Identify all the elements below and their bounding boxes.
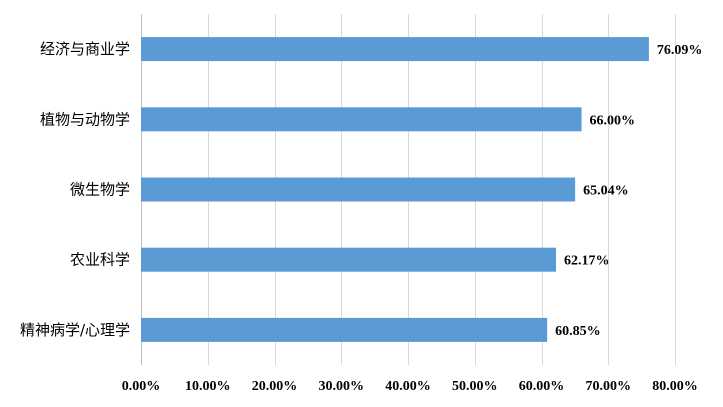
x-tick-label-0: 0.00% xyxy=(122,379,161,394)
x-axis-tick-labels: 0.00% 10.00% 20.00% 30.00% 40.00% 50.00% 60.00… xyxy=(122,379,698,394)
category-label-3: 农业科学 xyxy=(70,251,130,269)
data-label-0: 76.09% xyxy=(657,43,703,58)
data-label-1: 66.00% xyxy=(590,113,636,128)
data-label-3: 62.17% xyxy=(564,254,610,269)
x-tick-label-4: 40.00% xyxy=(385,379,431,394)
bars xyxy=(141,37,649,342)
data-label-4: 60.85% xyxy=(555,324,601,339)
x-tick-label-2: 20.00% xyxy=(252,379,298,394)
x-tick-label-1: 10.00% xyxy=(185,379,231,394)
bar-3 xyxy=(141,247,556,272)
bar-0 xyxy=(141,37,649,62)
x-tick-label-6: 60.00% xyxy=(519,379,565,394)
category-label-1: 植物与动物学 xyxy=(40,110,130,128)
data-label-2: 65.04% xyxy=(583,184,629,199)
category-label-2: 微生物学 xyxy=(70,181,130,199)
category-label-4: 精神病学/心理学 xyxy=(20,321,130,339)
x-tick-label-3: 30.00% xyxy=(319,379,365,394)
bar-1 xyxy=(141,107,582,132)
category-label-0: 经济与商业学 xyxy=(40,40,130,58)
x-tick-label-5: 50.00% xyxy=(452,379,498,394)
x-tick-label-7: 70.00% xyxy=(586,379,632,394)
bar-2 xyxy=(141,177,576,202)
x-tick-label-8: 80.00% xyxy=(652,379,698,394)
bar-4 xyxy=(141,317,548,342)
data-labels: 76.09% 66.00% 65.04% 62.17% 60.85% xyxy=(555,43,702,339)
